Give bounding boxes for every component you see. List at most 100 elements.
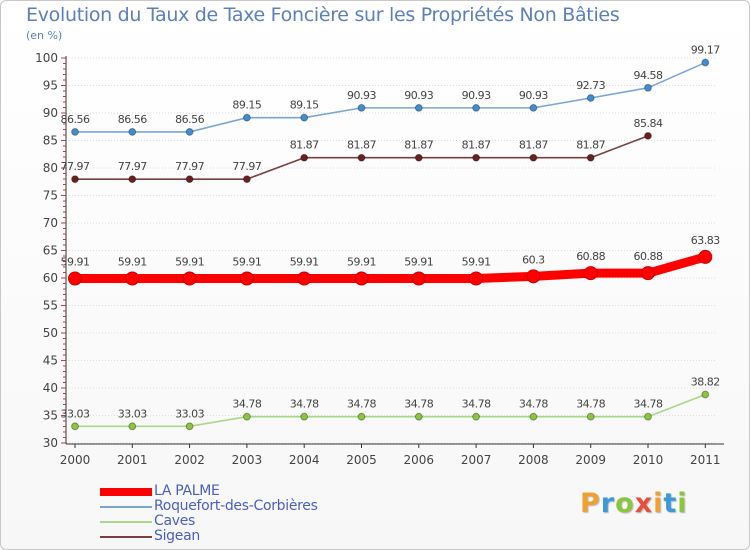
legend-item: Roquefort-des-Corbières [100, 499, 318, 514]
data-point-la-palme [698, 249, 713, 264]
logo-letter: x [634, 488, 654, 519]
y-tick-label: 35 [43, 409, 58, 423]
legend-swatch [100, 505, 152, 508]
data-point-la-palme [239, 271, 254, 286]
y-tick-label: 70 [43, 216, 58, 230]
data-point-sigean [185, 175, 194, 184]
data-label-la-palme: 59.91 [462, 255, 491, 268]
data-label-la-palme: 60.88 [634, 250, 663, 263]
y-tick-label: 95 [43, 79, 58, 93]
data-label-caves: 34.78 [347, 398, 376, 411]
data-label-roquefort-des-corbieres: 94.58 [634, 69, 663, 82]
y-tick-label: 60 [43, 271, 58, 285]
logo-letter: t [663, 488, 678, 519]
data-point-sigean [472, 153, 481, 162]
x-tick-label: 2010 [633, 453, 664, 467]
data-point-roquefort-des-corbieres [185, 128, 194, 136]
x-tick-label: 2008 [518, 453, 549, 467]
data-point-roquefort-des-corbieres [414, 103, 423, 112]
data-label-caves: 34.78 [519, 398, 548, 411]
data-label-roquefort-des-corbieres: 90.93 [347, 89, 376, 102]
x-tick-label: 2003 [232, 453, 263, 467]
y-tick-label: 50 [43, 326, 58, 340]
data-point-la-palme [469, 271, 484, 286]
data-label-caves: 34.78 [634, 398, 663, 411]
data-label-caves: 34.78 [404, 398, 433, 411]
data-label-sigean: 81.87 [519, 139, 548, 152]
data-point-roquefort-des-corbieres [644, 83, 652, 92]
data-point-roquefort-des-corbieres [701, 58, 710, 67]
data-point-caves [644, 412, 652, 421]
logo-letter: r [600, 488, 616, 519]
data-point-roquefort-des-corbieres [300, 113, 309, 122]
x-tick-label: 2004 [289, 453, 320, 467]
data-point-caves [414, 412, 423, 421]
data-label-roquefort-des-corbieres: 89.15 [232, 99, 261, 112]
legend-item: Sigean [100, 529, 318, 544]
x-tick-label: 2009 [575, 453, 606, 467]
data-label-la-palme: 59.91 [175, 255, 204, 268]
data-point-la-palme [411, 271, 426, 286]
data-label-sigean: 77.97 [175, 160, 204, 173]
data-point-sigean [128, 175, 137, 184]
data-point-sigean [586, 153, 595, 162]
data-label-roquefort-des-corbieres: 90.93 [404, 89, 433, 102]
data-label-la-palme: 63.83 [691, 234, 720, 247]
legend-item: LA PALME [100, 484, 318, 499]
data-label-caves: 33.03 [118, 407, 147, 420]
series-line-roquefort-des-corbieres [74, 61, 707, 133]
data-point-sigean [357, 153, 366, 162]
series-line-caves [74, 393, 707, 428]
data-label-roquefort-des-corbieres: 86.56 [61, 113, 90, 126]
data-label-caves: 34.78 [290, 398, 319, 411]
data-point-roquefort-des-corbieres [357, 103, 366, 112]
data-point-roquefort-des-corbieres [472, 103, 481, 112]
logo-letter: o [615, 488, 635, 519]
data-point-sigean [71, 175, 79, 184]
data-label-la-palme: 59.91 [232, 255, 261, 268]
legend-swatch [100, 520, 152, 523]
data-point-la-palme [68, 271, 82, 286]
data-point-sigean [414, 153, 423, 162]
data-label-roquefort-des-corbieres: 90.93 [519, 89, 548, 102]
data-point-sigean [529, 153, 538, 162]
data-label-la-palme: 60.88 [576, 250, 605, 263]
legend-swatch [100, 487, 152, 496]
data-point-la-palme [125, 271, 140, 286]
data-label-caves: 34.78 [462, 398, 491, 411]
chart-title: Evolution du Taux de Taxe Foncière sur l… [26, 4, 620, 26]
data-label-sigean: 77.97 [61, 160, 90, 173]
y-tick-label: 80 [43, 161, 58, 175]
data-label-sigean: 77.97 [118, 160, 147, 173]
data-point-roquefort-des-corbieres [243, 113, 251, 122]
data-point-la-palme [297, 271, 312, 286]
data-label-la-palme: 59.91 [404, 255, 433, 268]
legend-item: Caves [100, 514, 318, 529]
data-label-roquefort-des-corbieres: 86.56 [118, 113, 147, 126]
data-point-la-palme [354, 271, 369, 286]
data-label-caves: 34.78 [232, 398, 261, 411]
x-tick-label: 2007 [461, 453, 492, 467]
data-label-sigean: 81.87 [404, 139, 433, 152]
data-label-caves: 34.78 [576, 398, 605, 411]
x-tick-label: 2001 [117, 453, 148, 467]
data-point-caves [128, 422, 137, 431]
data-point-caves [357, 412, 366, 421]
y-tick-label: 100 [35, 51, 58, 65]
y-axis-unit: (en %) [26, 29, 63, 42]
series-line-la-palme [70, 252, 710, 283]
y-tick-label: 65 [43, 244, 58, 258]
data-point-caves [243, 412, 251, 421]
data-point-roquefort-des-corbieres [586, 94, 595, 102]
legend-label: Caves [154, 513, 196, 529]
x-tick-label: 2002 [174, 453, 205, 467]
logo-letter: i [653, 488, 664, 519]
data-label-roquefort-des-corbieres: 86.56 [175, 113, 204, 126]
data-point-la-palme [526, 269, 541, 284]
x-tick-label: 2000 [60, 453, 91, 467]
data-label-la-palme: 60.3 [522, 253, 545, 266]
data-point-roquefort-des-corbieres [128, 128, 137, 136]
data-point-sigean [243, 175, 251, 184]
data-point-sigean [300, 153, 309, 162]
data-point-caves [472, 412, 481, 421]
